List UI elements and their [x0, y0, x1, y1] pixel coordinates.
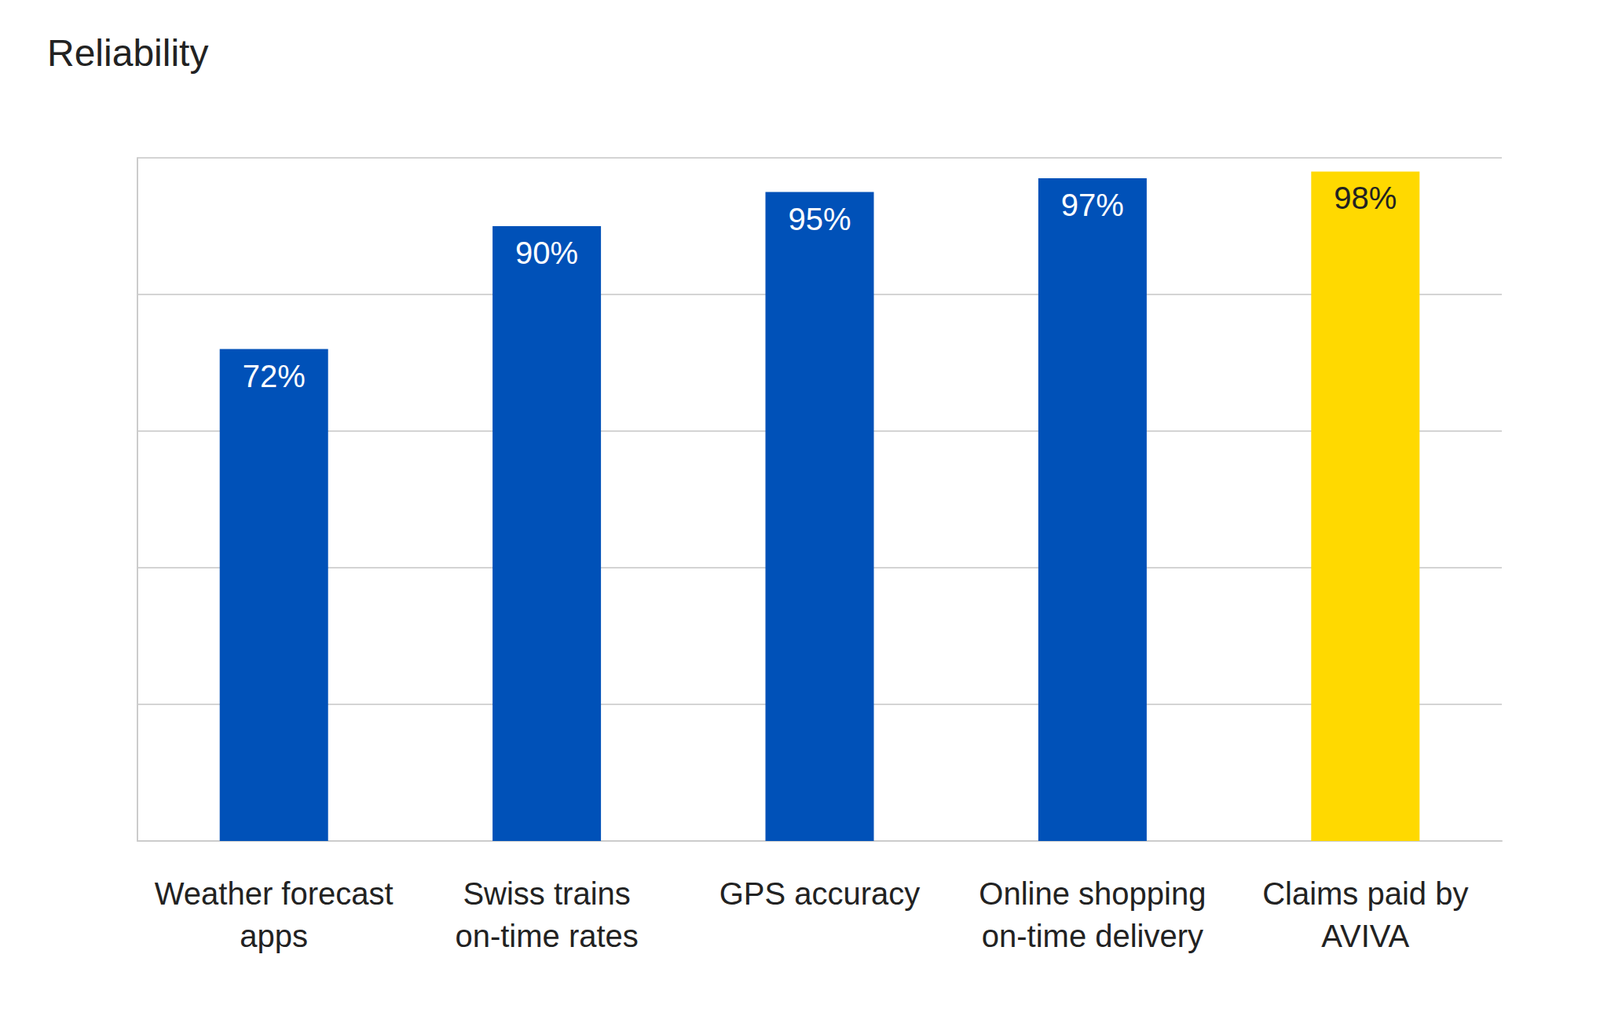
svg-text:AVIVA: AVIVA [1321, 918, 1410, 954]
svg-text:72%: 72% [242, 358, 306, 394]
svg-text:Claims paid by: Claims paid by [1262, 876, 1469, 912]
svg-text:Weather forecast: Weather forecast [154, 876, 394, 912]
svg-text:Online shopping: Online shopping [978, 876, 1206, 912]
svg-text:Swiss trains: Swiss trains [462, 876, 630, 912]
svg-text:on-time rates: on-time rates [454, 918, 638, 954]
svg-text:Reliability: Reliability [47, 32, 209, 74]
svg-text:98%: 98% [1333, 180, 1397, 216]
svg-text:on-time delivery: on-time delivery [981, 918, 1204, 954]
svg-text:GPS accuracy: GPS accuracy [719, 876, 921, 912]
svg-text:97%: 97% [1061, 187, 1125, 223]
svg-text:apps: apps [239, 918, 308, 954]
svg-text:90%: 90% [515, 235, 579, 271]
svg-text:95%: 95% [787, 201, 851, 237]
